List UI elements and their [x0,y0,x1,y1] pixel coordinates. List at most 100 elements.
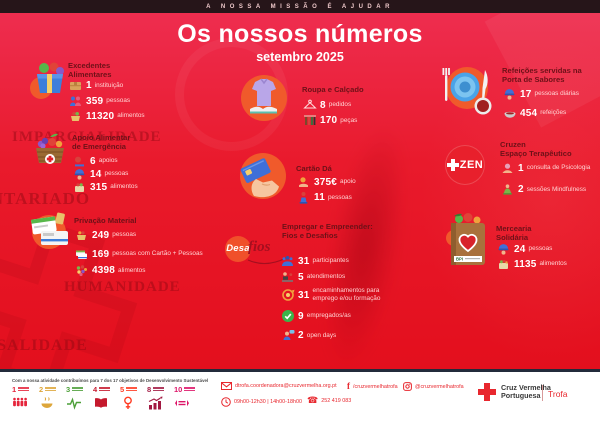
section-mercearia-solidaria: BPI Mercearia Solidária 24 pessoas 1135 … [443,210,600,285]
groceries-icon [74,264,89,277]
mindfulness-icon [500,183,515,196]
contact-facebook[interactable]: f /cruzvermelhatrofa [347,382,398,391]
attendance-icon [280,271,295,283]
phone-icon: ☎ [307,395,319,405]
stat-row: 24 pessoas [496,243,567,255]
check-icon [280,309,295,323]
sdg-number: 3 [66,385,71,394]
stat-label: encaminhamentos para emprego e/ou formaç… [312,287,381,302]
stat-value: 31 [298,255,310,267]
sdg-icon-5: 5 [120,386,144,420]
logo-divider [542,385,543,401]
sdg-gender-pictogram [124,396,132,409]
desafios-logo-circle: Desa [225,236,251,262]
stat-label: atendimentos [306,273,346,280]
stat-label: refeições [540,109,567,116]
stat-label: peças [340,116,358,124]
section-apoio-alimentar: Apoio Alimentar de Emergência 6 apoios 1… [30,128,230,198]
sdg-icon-2: 2 [39,386,63,420]
stat-label: pessoas com Cartão + Pessoas [112,250,203,257]
zen-logo-text: ZEN [459,159,484,171]
stat-row: 2 open days [280,329,410,342]
sdg-number: 10 [174,385,183,394]
food-surplus-basket-icon [30,62,64,99]
stat-label: pessoas diárias [534,90,579,97]
sdg-number: 4 [93,385,98,394]
cruzen-zen-logo: ZEN [445,145,485,185]
stat-label: pedidos [328,101,352,108]
section-title-line: Cruzen [500,140,526,149]
stat-label: consulta de Psicologia [526,164,591,171]
sdg-icon-10: 10 [174,386,198,420]
stat-row: 31 participantes [280,255,410,267]
stat-label: instituição [94,81,124,89]
stat-value: 11320 [86,110,115,122]
stat-row: 11320 alimentos [68,110,145,122]
stat-value: 375€ [314,176,338,188]
contact-instagram[interactable]: @cruzvermelhatrofa [403,382,464,391]
stat-label: pessoas [106,97,131,104]
stat-value: 170 [320,115,338,126]
support-icon [72,155,87,167]
stat-row: 11 pessoas [296,191,356,204]
sdg-number: 8 [147,385,152,394]
stat-row: 375€ apoio [296,176,356,188]
page-title: Os nossos números [177,20,423,48]
envelope-icon [221,382,232,390]
section-cartao-da: Cartão Dá 375€ apoio 11 pessoas [238,148,418,210]
stat-label: alimentos [117,112,145,119]
stat-value: 8 [320,99,326,111]
org-name-line: Cruz Vermelha [501,383,551,392]
sdg-title-placeholder [99,386,111,392]
stat-label: pessoas [528,245,553,252]
contact-phone[interactable]: ☎ 252 419 083 [307,396,351,405]
hanger-icon [302,99,317,111]
sdg-number: 2 [39,385,44,394]
people-icon [496,243,511,255]
clock-icon [221,397,231,407]
referral-arrows-icon [280,288,295,302]
stat-row: 1 instituição [68,79,145,92]
stat-value: 31 [298,289,310,301]
section-title-line: Solidária [496,233,529,243]
section-refeicoes-porta-sabores: Refeições servidas na Porta de Sabores 1… [440,58,600,128]
stat-row: 169 pessoas com Cartão + Pessoas [74,248,203,260]
food-icon [68,110,83,122]
section-excedentes-alimentares: Excedentes Alimentares 1 instituição 359… [30,57,230,127]
section-title-line: Roupa e Calçado [302,85,364,94]
stat-row: 1 consulta de Psicologia [500,162,590,174]
instagram-icon [403,382,412,391]
org-branch: Trofa [548,389,568,399]
email-text: dtrofa.coordenadora@cruzvermelha.org.pt [235,383,337,389]
stat-value: 4398 [92,265,116,276]
footer: Com a nossa atividade contribuímos para … [0,372,600,424]
open-day-icon [280,329,295,342]
stat-row: 31 encaminhamentos para emprego e/ou for… [280,287,410,303]
stat-label: apoios [98,157,118,164]
sdg-icons-row: 1 2 3 4 5 8 10 [12,386,198,420]
clothes-rack-icon [302,114,317,127]
clothing-shoes-icon [241,75,287,121]
stat-row: 454 refeições [502,107,579,119]
sdg-book-pictogram [95,397,107,408]
food-box-icon [72,181,87,193]
sdg-number: 1 [12,385,17,394]
participants-icon [280,255,295,267]
instagram-handle: @cruzvermelhatrofa [415,383,464,390]
stat-value: 1 [86,80,92,91]
facebook-handle: /cruzvermelhatrofa [353,383,398,390]
stat-label: pessoas [327,193,352,201]
section-title-line: Mercearia [496,224,532,233]
section-title-line: Cartão Dá [296,164,332,173]
stat-row: 8 pedidos [302,99,357,111]
cvp-red-cross-icon [478,383,496,401]
stat-value: 249 [92,229,110,241]
hours-text: 09h00-12h30 | 14h00-18h00 [234,399,302,405]
stat-value: 315 [90,181,108,193]
sdg-title-placeholder [18,386,30,392]
section-privacao-material: Privação Material 249 pessoas 169 pessoa… [28,205,238,285]
food-basket-icon [74,229,89,241]
contact-email[interactable]: dtrofa.coordenadora@cruzvermelha.org.pt [221,382,337,390]
sdg-bowl-pictogram [41,396,53,408]
stat-label: alimentos [110,183,138,190]
